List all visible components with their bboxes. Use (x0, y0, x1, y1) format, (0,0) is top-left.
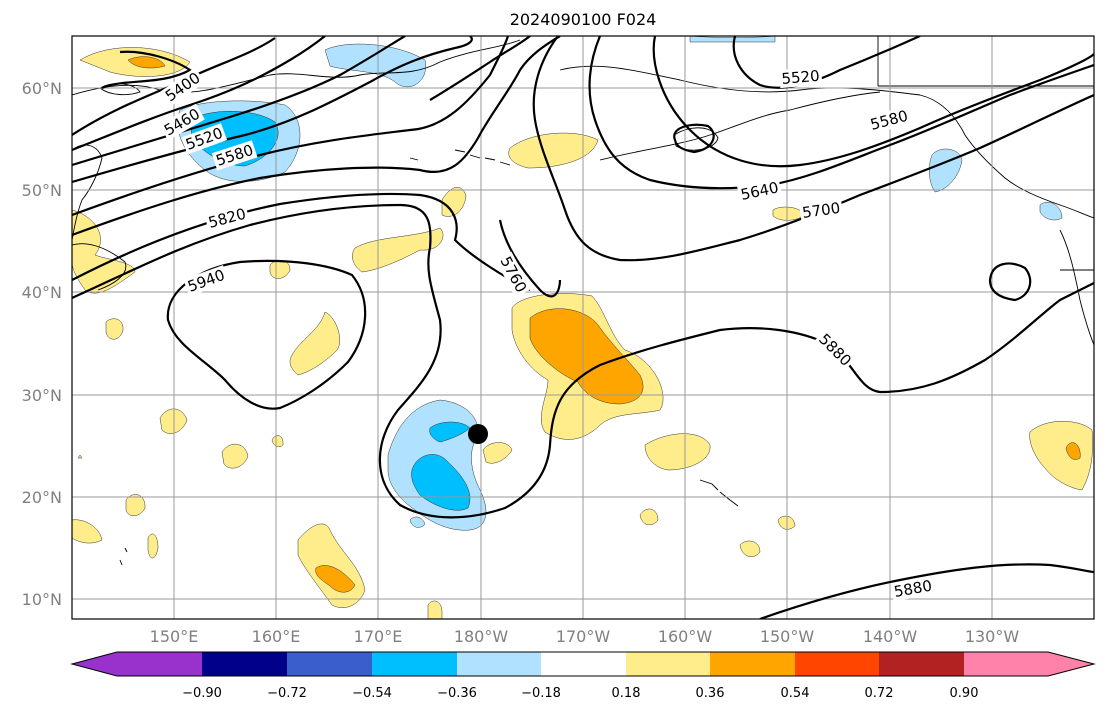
grid-lines (72, 36, 1094, 619)
contour-label-halo (737, 177, 783, 205)
contour-label-halo (495, 251, 532, 298)
contour-label-halo (160, 67, 206, 107)
height-contours (72, 36, 1094, 619)
colorbar-tick-label: −0.90 (182, 686, 222, 701)
colorbar-tick-label: 0.54 (781, 686, 810, 701)
colorbar-tick-label: 0.90 (950, 686, 979, 701)
colorbar-segment (879, 652, 964, 676)
colorbar-segment (541, 652, 626, 676)
map-frame (71, 35, 1095, 620)
contour-label-halo (813, 328, 857, 372)
lon-label-160w: 160°W (658, 627, 713, 646)
contour-labels: 5400 5460 5520 5580 5820 5940 5760 5520 … (159, 66, 936, 602)
lon-label-150e: 150°E (150, 627, 199, 646)
lon-label-160e: 160°E (252, 627, 301, 646)
colorbar-segment (964, 652, 1048, 676)
lon-label-180w: 180°W (454, 627, 509, 646)
shaded-anomaly-areas (72, 36, 1093, 619)
colorbar-segment (372, 652, 457, 676)
lat-label-60n: 60°N (22, 79, 62, 98)
contour-label-halo (211, 140, 258, 171)
colorbar-segment (287, 652, 372, 676)
colorbar-outline (70, 651, 1096, 677)
colorbar-tick-label: 0.72 (865, 686, 894, 701)
colorbar-tick-label: 0.18 (612, 686, 641, 701)
colorbar-tick-label: 0.36 (696, 686, 725, 701)
lat-label-10n: 10°N (22, 590, 62, 609)
lat-label-50n: 50°N (22, 181, 62, 200)
contour-label-halo (159, 103, 205, 141)
map-layers: 5400 5460 5520 5580 5820 5940 5760 5520 … (72, 36, 1094, 619)
contour-label: 5520 (781, 67, 821, 88)
lon-label-130w: 130°W (965, 627, 1020, 646)
latitude-labels: 10°N 20°N 30°N 40°N 50°N 60°N (22, 79, 62, 609)
contour-label-halo (204, 204, 250, 233)
storm-center-marker (468, 424, 488, 444)
colorbar: −0.90 −0.72 −0.54 −0.36 −0.18 0.18 0.36 … (70, 651, 1096, 701)
colorbar-segment (626, 652, 710, 676)
contour-label-halo (890, 576, 936, 602)
contour-label-halo (799, 198, 844, 223)
lon-label-170w: 170°W (556, 627, 611, 646)
contour-label-halo (866, 106, 912, 135)
lat-label-20n: 20°N (22, 488, 62, 507)
colorbar-segment (202, 652, 287, 676)
colorbar-segment (795, 652, 879, 676)
lon-label-150w: 150°W (760, 627, 815, 646)
lon-label-140w: 140°W (863, 627, 918, 646)
contour-label-halo (778, 66, 823, 89)
lon-label-170e: 170°E (354, 627, 403, 646)
colorbar-segment (117, 652, 202, 676)
lat-label-30n: 30°N (22, 386, 62, 405)
contour-label: 5700 (801, 199, 841, 222)
colorbar-tick-label: −0.72 (267, 686, 307, 701)
contour-label-halo (181, 123, 228, 155)
colorbar-low-extend (72, 652, 117, 676)
colorbar-high-extend (1048, 652, 1094, 676)
colorbar-tick-label: −0.18 (521, 686, 561, 701)
colorbar-tick-label: −0.54 (352, 686, 392, 701)
colorbar-segment (710, 652, 795, 676)
lat-label-40n: 40°N (22, 283, 62, 302)
longitude-labels: 150°E 160°E 170°E 180°W 170°W 160°W 150°… (150, 627, 1020, 646)
colorbar-segment (457, 652, 541, 676)
contour-label-halo (183, 265, 230, 297)
colorbar-tick-label: −0.36 (437, 686, 477, 701)
map-title: 2024090100 F024 (510, 10, 657, 29)
